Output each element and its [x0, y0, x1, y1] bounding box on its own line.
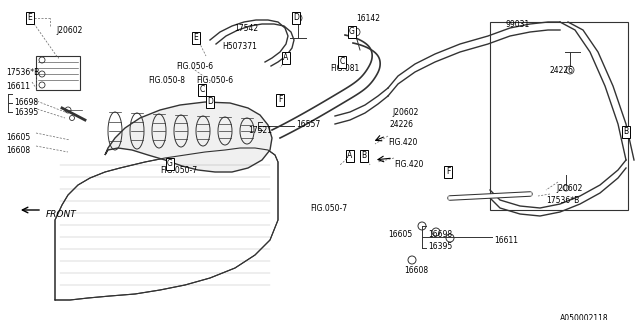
Text: A050002118: A050002118: [560, 314, 609, 320]
Text: C: C: [339, 58, 344, 67]
Text: D: D: [207, 98, 213, 107]
Text: 16611: 16611: [6, 82, 30, 91]
Text: 16557: 16557: [296, 120, 320, 129]
Text: E: E: [194, 34, 198, 43]
Text: 16395: 16395: [14, 108, 38, 117]
Text: 16605: 16605: [6, 133, 30, 142]
Text: J20602: J20602: [556, 184, 582, 193]
Text: 16395: 16395: [428, 242, 452, 251]
Text: G: G: [167, 159, 173, 169]
Text: FIG.050-6: FIG.050-6: [196, 76, 233, 85]
Text: FIG.050-7: FIG.050-7: [160, 166, 197, 175]
Text: FIG.081: FIG.081: [330, 64, 359, 73]
Text: G: G: [349, 28, 355, 36]
Text: FIG.420: FIG.420: [388, 138, 417, 147]
Text: FIG.420: FIG.420: [394, 160, 424, 169]
Text: FIG.050-7: FIG.050-7: [310, 204, 347, 213]
Text: 24226: 24226: [550, 66, 574, 75]
Text: 16608: 16608: [404, 266, 428, 275]
Text: A: A: [284, 53, 289, 62]
Text: 17542: 17542: [234, 24, 258, 33]
Text: FIG.050-6: FIG.050-6: [176, 62, 213, 71]
Text: FRONT: FRONT: [46, 210, 77, 219]
Text: 16142: 16142: [356, 14, 380, 23]
Text: A: A: [348, 151, 353, 161]
Text: 16605: 16605: [388, 230, 412, 239]
Text: 17536*B: 17536*B: [6, 68, 39, 77]
Text: 16698: 16698: [14, 98, 38, 107]
Bar: [490, 22, 628, 210]
Text: F: F: [446, 167, 450, 177]
Text: J20602: J20602: [392, 108, 419, 117]
Text: J20602: J20602: [56, 26, 83, 35]
Text: 99031: 99031: [506, 20, 531, 29]
Text: B: B: [362, 151, 367, 161]
Text: C: C: [200, 85, 205, 94]
Text: 17536*B: 17536*B: [546, 196, 579, 205]
Bar: [36, 56, 80, 90]
Text: 24226: 24226: [390, 120, 414, 129]
Text: 17521: 17521: [248, 126, 272, 135]
Text: F: F: [278, 95, 282, 105]
Text: 16608: 16608: [6, 146, 30, 155]
Polygon shape: [105, 102, 272, 172]
Text: D: D: [293, 13, 299, 22]
Text: 16698: 16698: [428, 230, 452, 239]
Text: H507371: H507371: [222, 42, 257, 51]
Text: E: E: [28, 13, 33, 22]
Text: B: B: [623, 127, 628, 137]
Text: FIG.050-8: FIG.050-8: [148, 76, 185, 85]
Polygon shape: [55, 148, 278, 300]
Text: 16611: 16611: [494, 236, 518, 245]
